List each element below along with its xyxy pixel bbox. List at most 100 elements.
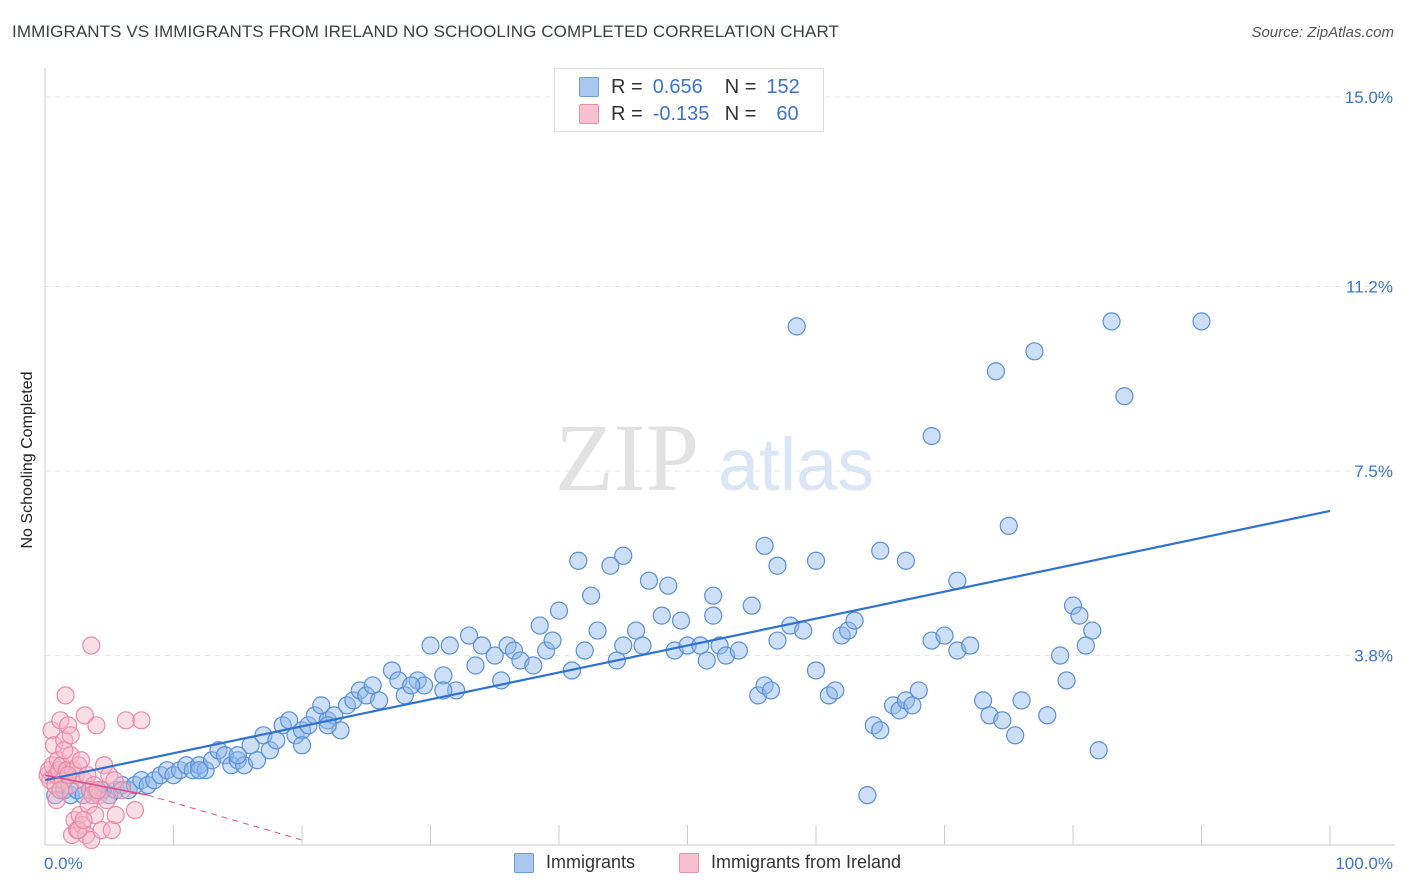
point-immigrants xyxy=(292,736,312,755)
trend-line-immigrants xyxy=(44,509,1331,782)
point-immigrants xyxy=(402,676,421,695)
legend-swatch-ireland xyxy=(579,104,599,124)
legend-label-immigrants: Immigrants xyxy=(546,852,636,872)
y-tick-label: 3.8% xyxy=(1354,647,1393,666)
point-ireland xyxy=(56,686,75,705)
point-immigrants xyxy=(704,586,723,605)
point-ireland xyxy=(83,786,102,805)
legend-swatch-ireland xyxy=(679,852,699,873)
point-immigrants xyxy=(639,571,659,590)
tick-labels: 3.8% 7.5% 11.2% 15.0% 0.0% 100.0% xyxy=(44,88,1393,873)
n-value: 60 xyxy=(776,102,799,125)
source-label: Source: ZipAtlas.com xyxy=(1251,24,1394,41)
point-immigrants xyxy=(466,656,485,675)
n-label: N = xyxy=(724,75,757,98)
point-immigrants xyxy=(1102,312,1121,331)
watermark: ZIP atlas xyxy=(555,404,874,511)
point-immigrants xyxy=(652,606,671,625)
point-immigrants xyxy=(742,596,761,615)
point-immigrants xyxy=(806,551,826,570)
point-immigrants xyxy=(1038,706,1057,725)
point-immigrants xyxy=(569,551,588,570)
point-immigrants xyxy=(1025,342,1044,361)
point-immigrants xyxy=(524,656,543,675)
point-immigrants xyxy=(582,586,601,605)
point-immigrants xyxy=(935,626,954,645)
point-immigrants xyxy=(190,761,209,780)
point-immigrants xyxy=(247,751,267,770)
point-ireland xyxy=(87,716,106,735)
r-label: R = xyxy=(611,102,643,125)
point-immigrants xyxy=(659,576,678,595)
y-tick-label: 15.0% xyxy=(1345,88,1393,107)
trend-line-ireland-solid xyxy=(44,774,148,796)
point-immigrants xyxy=(421,636,440,655)
y-tick-label: 11.2% xyxy=(1346,277,1393,296)
legend-item-immigrants[interactable]: Immigrants xyxy=(514,852,635,873)
point-immigrants xyxy=(787,317,806,336)
point-immigrants xyxy=(826,681,845,700)
stats-row-ireland: R = -0.135 N = 60 xyxy=(579,101,799,127)
point-immigrants xyxy=(871,721,890,740)
point-immigrants xyxy=(363,676,382,695)
point-immigrants xyxy=(755,536,774,555)
x-tick-label: 100.0% xyxy=(1335,854,1393,873)
chart-title: IMMIGRANTS VS IMMIGRANTS FROM IRELAND NO… xyxy=(12,22,840,41)
point-ireland xyxy=(51,781,70,800)
series-legend: Immigrants Immigrants from Ireland xyxy=(0,850,1406,880)
point-immigrants xyxy=(1083,621,1102,640)
point-immigrants xyxy=(1070,606,1089,625)
x-tick-label: 0.0% xyxy=(44,854,83,873)
point-ireland xyxy=(74,810,93,830)
point-ireland xyxy=(47,791,66,810)
point-immigrants xyxy=(993,711,1012,730)
point-immigrants xyxy=(1192,312,1211,331)
point-immigrants xyxy=(1057,671,1076,690)
point-immigrants xyxy=(382,661,402,680)
point-immigrants xyxy=(671,611,691,630)
point-immigrants xyxy=(896,551,916,570)
point-immigrants xyxy=(761,681,781,700)
legend-swatch-immigrants xyxy=(514,852,534,873)
point-ireland xyxy=(61,726,80,745)
point-ireland xyxy=(55,741,74,760)
point-immigrants xyxy=(903,696,922,715)
point-immigrants xyxy=(858,786,877,805)
point-immigrants xyxy=(697,651,716,670)
point-immigrants xyxy=(614,546,633,565)
point-immigrants xyxy=(704,606,723,625)
point-ireland xyxy=(92,820,111,840)
axes xyxy=(44,68,1395,846)
point-immigrants xyxy=(1063,596,1083,615)
point-ireland xyxy=(69,820,88,840)
point-immigrants xyxy=(459,626,479,645)
point-ireland xyxy=(97,791,116,810)
point-immigrants xyxy=(845,611,864,630)
stats-row-immigrants: R = 0.656 N = 152 xyxy=(579,74,800,100)
point-immigrants xyxy=(839,621,858,640)
y-axis-label: No Schooling Completed xyxy=(19,371,36,549)
point-immigrants xyxy=(806,661,826,680)
point-immigrants xyxy=(1051,646,1070,665)
point-immigrants xyxy=(504,641,524,660)
point-ireland xyxy=(132,711,151,730)
trend-line-ireland-dashed xyxy=(147,794,303,841)
point-immigrants xyxy=(710,636,729,655)
watermark-zip: ZIP xyxy=(555,404,699,511)
point-immigrants xyxy=(485,646,504,665)
point-immigrants xyxy=(614,636,633,655)
point-immigrants xyxy=(434,666,453,685)
legend-label-ireland: Immigrants from Ireland xyxy=(711,852,902,872)
watermark-atlas: atlas xyxy=(718,423,874,506)
legend-item-ireland[interactable]: Immigrants from Ireland xyxy=(679,852,901,873)
point-ireland xyxy=(86,805,105,825)
y-axis-label-wrap: No Schooling Completed xyxy=(16,300,40,620)
point-ireland xyxy=(82,636,101,655)
point-immigrants xyxy=(1012,691,1031,710)
gridlines xyxy=(45,96,1395,657)
point-immigrants xyxy=(196,761,215,780)
point-immigrants xyxy=(1115,387,1134,406)
point-ireland xyxy=(106,805,125,825)
point-immigrants xyxy=(794,621,813,640)
stats-legend: R = 0.656 N = 152 R = -0.135 N = 60 xyxy=(554,68,824,132)
